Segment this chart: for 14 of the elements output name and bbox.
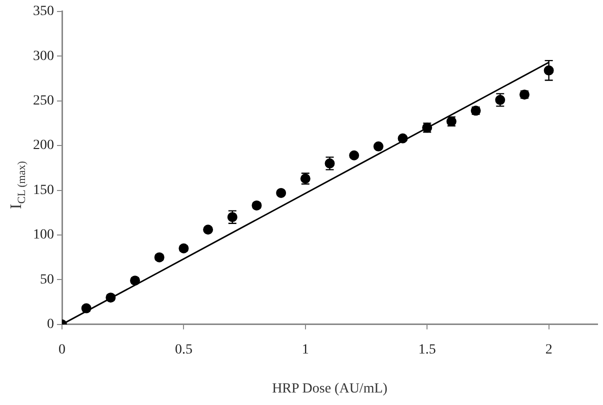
x-tick-label: 0.5 [174,342,192,358]
y-tick-label: 50 [40,272,54,288]
y-tick-label: 250 [33,94,54,108]
x-tick-label: 2 [545,342,552,358]
y-tick-label: 150 [33,182,54,198]
y-tick-label: 350 [33,4,54,20]
y-tick-label: 200 [33,138,54,154]
y-tick-label: 0 [47,317,54,332]
x-tick-label: 0 [58,342,66,358]
x-tick-label: 1.5 [418,342,436,358]
x-axis-title: HRP Dose (AU/mL) [272,381,388,396]
y-tick-label: 300 [33,48,54,64]
x-tick-label: 1 [302,342,309,358]
y-tick-label: 100 [33,228,54,243]
